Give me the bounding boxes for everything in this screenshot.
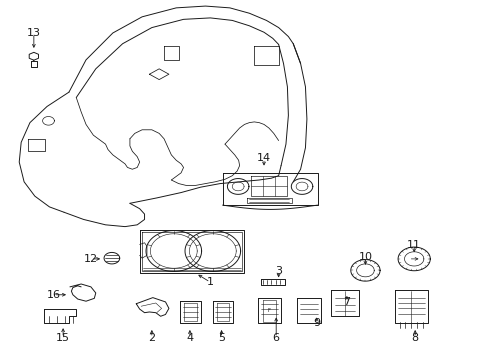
Text: 11: 11 bbox=[407, 239, 420, 249]
Text: 16: 16 bbox=[46, 290, 60, 300]
Text: 5: 5 bbox=[218, 333, 224, 343]
Text: 2: 2 bbox=[148, 333, 155, 343]
Text: 8: 8 bbox=[411, 333, 418, 343]
Text: 7: 7 bbox=[343, 297, 350, 307]
Text: 15: 15 bbox=[56, 333, 70, 343]
Text: 4: 4 bbox=[186, 333, 193, 343]
Text: F: F bbox=[267, 308, 270, 313]
Text: 13: 13 bbox=[27, 28, 41, 38]
Text: 1: 1 bbox=[206, 277, 213, 287]
Text: 12: 12 bbox=[83, 254, 98, 264]
Text: 10: 10 bbox=[358, 252, 372, 262]
Text: 3: 3 bbox=[275, 266, 282, 276]
Text: 14: 14 bbox=[256, 153, 270, 163]
Text: 9: 9 bbox=[312, 319, 320, 328]
Text: 6: 6 bbox=[272, 333, 279, 343]
